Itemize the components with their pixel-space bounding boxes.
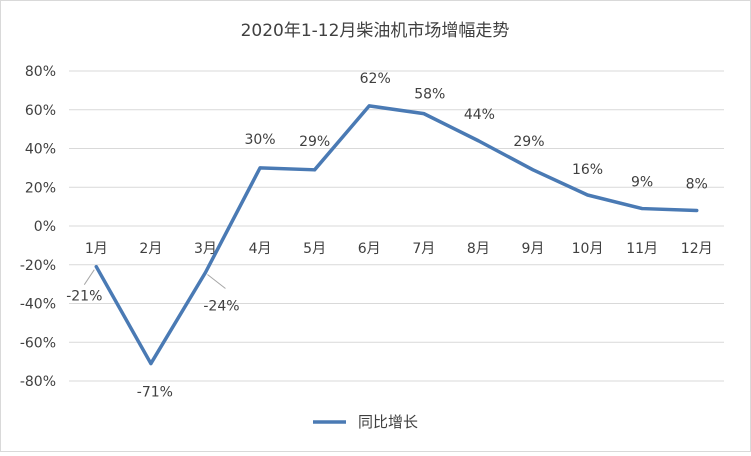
data-label: 29%: [513, 134, 544, 150]
x-tick-label: 8月: [467, 241, 490, 257]
y-tick-label: 20%: [25, 180, 56, 196]
x-tick-label: 2月: [139, 241, 162, 257]
y-tick-label: 60%: [25, 103, 56, 119]
data-label: 29%: [299, 134, 330, 150]
data-point: [203, 271, 207, 274]
data-label: 9%: [631, 175, 653, 191]
data-label: 8%: [686, 177, 708, 193]
x-tick-label: 3月: [194, 241, 217, 257]
x-tick-label: 10月: [572, 241, 604, 257]
data-point: [640, 207, 644, 211]
x-tick-label: 4月: [249, 241, 272, 257]
chart-title: 2020年1-12月柴油机市场增幅走势: [241, 21, 510, 41]
data-label: 58%: [414, 87, 445, 103]
data-label: -71%: [137, 385, 173, 401]
legend-label-tongbi: 同比增长: [358, 413, 418, 431]
data-label: 16%: [572, 162, 603, 178]
data-point: [422, 112, 426, 116]
leader-line: [207, 274, 226, 289]
x-axis-ticks: 1月 2月 3月 4月 5月 6月 7月 8月 9月 10月 11月 12月: [85, 241, 713, 257]
y-tick-label: -20%: [20, 258, 56, 274]
x-tick-label: 11月: [626, 241, 658, 257]
data-point: [586, 193, 590, 197]
x-tick-label: 1月: [85, 241, 108, 257]
data-label: 62%: [360, 71, 391, 87]
x-tick-label: 7月: [412, 241, 435, 257]
y-tick-label: 40%: [25, 142, 56, 158]
data-point: [94, 265, 98, 269]
data-point: [531, 168, 535, 172]
y-axis-ticks: 80% 60% 40% 20% 0% -20% -40% -60% -80%: [20, 64, 56, 390]
y-tick-label: -60%: [20, 335, 56, 351]
y-tick-label: -40%: [20, 297, 56, 313]
legend: 同比增长: [313, 413, 418, 431]
data-label: -21%: [66, 289, 102, 305]
leader-lines: [83, 269, 226, 289]
gridlines: [69, 70, 724, 382]
data-point: [476, 139, 480, 143]
y-tick-label: 0%: [34, 219, 56, 235]
series-line-tongbi: [94, 104, 699, 366]
data-point: [367, 104, 371, 108]
data-point: [313, 168, 317, 172]
x-tick-label: 5月: [303, 241, 326, 257]
x-tick-label: 9月: [521, 241, 544, 257]
x-tick-label: 12月: [681, 241, 713, 257]
data-label: 30%: [244, 132, 275, 148]
data-point: [149, 362, 153, 366]
y-tick-label: -80%: [20, 374, 56, 390]
data-labels: -21% -71% -24% 30% 29% 62% 58% 44% 29% 16% 9% 8%: [66, 71, 708, 401]
leader-line: [83, 269, 95, 285]
data-label: -24%: [203, 299, 239, 315]
data-point: [258, 166, 262, 170]
series-group: [94, 104, 699, 366]
y-tick-label: 80%: [25, 64, 56, 80]
data-point: [695, 209, 699, 212]
data-label: 44%: [464, 107, 495, 123]
x-tick-label: 6月: [358, 241, 381, 257]
